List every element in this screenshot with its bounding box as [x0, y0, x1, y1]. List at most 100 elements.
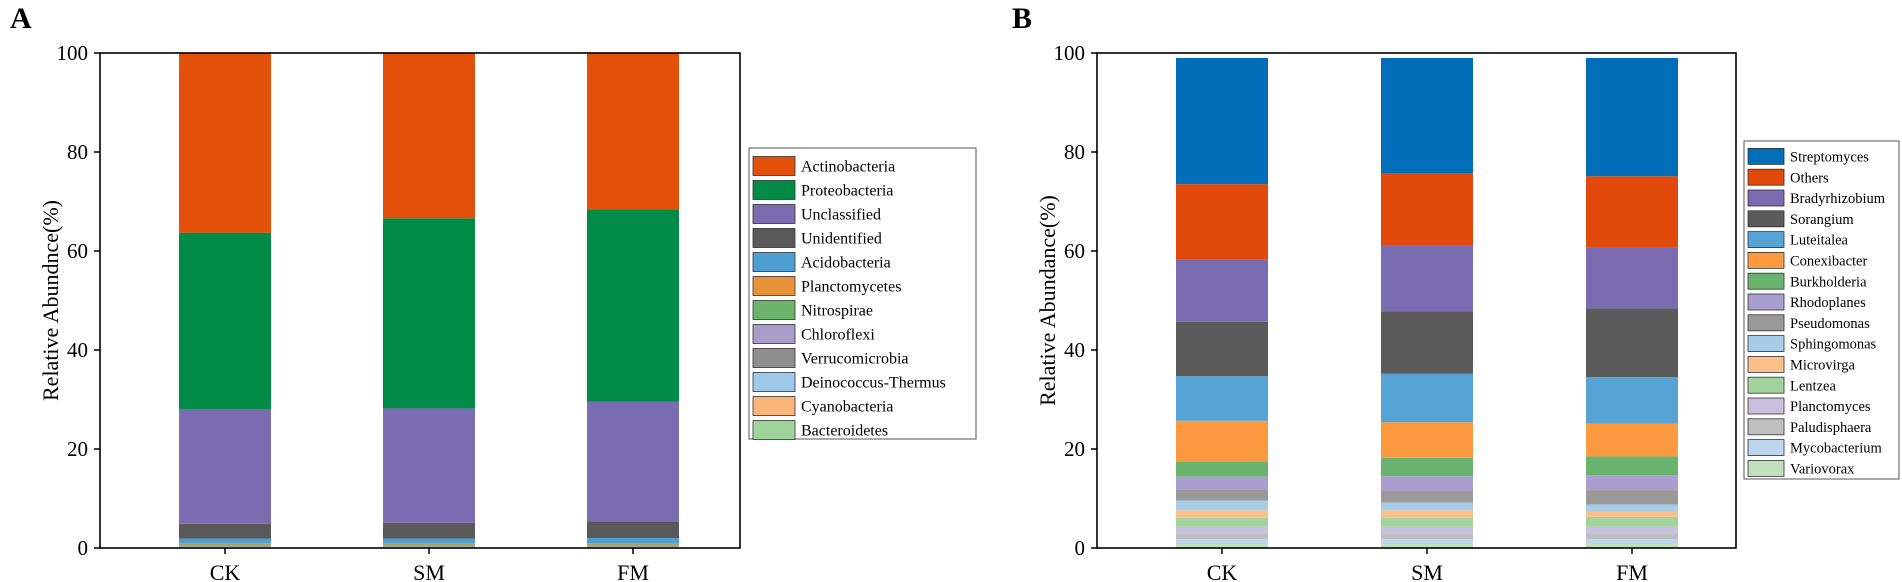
- bar-segment-variovorax: [1586, 544, 1678, 548]
- bar-segment-unclassified: [587, 401, 679, 522]
- legend-label: Proteobacteria: [801, 183, 893, 200]
- bar-segment-conexibacter: [1176, 420, 1268, 462]
- bar-segment-pseudomonas: [1586, 490, 1678, 505]
- bar-segment-actinobacteria: [383, 53, 475, 219]
- bar-segment-pseudomonas: [1381, 491, 1473, 503]
- bar-segment-microvirga: [1176, 510, 1268, 518]
- bar-segment-planctomyces: [1586, 526, 1678, 534]
- bar-segment-others: [1586, 176, 1678, 248]
- plot-frame: [99, 52, 741, 549]
- legend-label: Nitrospirae: [801, 303, 873, 320]
- y-tick-label: 100: [57, 41, 89, 65]
- legend-swatch: [1747, 189, 1785, 207]
- bar-segment-luteitalea: [1381, 373, 1473, 423]
- bar-segment-actinobacteria: [587, 53, 679, 210]
- bar-stack-sm: [1381, 57, 1473, 548]
- bar-segment-sorangium: [1586, 308, 1678, 378]
- bar-segment-conexibacter: [1381, 422, 1473, 458]
- legend-swatch: [1747, 355, 1785, 373]
- legend-label: Sorangium: [1790, 212, 1854, 228]
- bar-segment-proteobacteria: [383, 218, 475, 409]
- legend-swatch: [752, 228, 796, 248]
- bar-segment-rhodoplanes: [1176, 476, 1268, 490]
- legend-swatch: [752, 252, 796, 272]
- y-tick-label: 0: [1075, 536, 1086, 560]
- bar-stack-ck: [1176, 57, 1268, 548]
- x-tick-label: SM: [1411, 560, 1443, 582]
- legend-label: Bacteroidetes: [801, 423, 888, 440]
- y-axis-label: Relative Abundance(%): [1035, 195, 1060, 406]
- legend-label: Others: [1790, 170, 1829, 186]
- bar-segment-unidentified: [587, 521, 679, 539]
- legend-label: Deinococcus-Thermus: [801, 375, 946, 392]
- bar-segment-planctomyces: [1176, 526, 1268, 534]
- legend: Actinobacteria Proteobacteria Unclassified…: [748, 147, 977, 440]
- bar-segment-rhodoplanes: [1586, 475, 1678, 491]
- bar-segment-others: [1176, 184, 1268, 260]
- legend-label: Cyanobacteria: [801, 399, 893, 416]
- legend-swatch: [1747, 418, 1785, 436]
- bar-segment-mycobacterium: [1586, 539, 1678, 545]
- x-tick-label: CK: [1207, 560, 1238, 582]
- bar-segment-burkholderia: [1381, 457, 1473, 477]
- bar-segment-conexibacter: [1586, 423, 1678, 457]
- bar-segment-unclassified: [179, 409, 271, 524]
- legend-label: Unclassified: [801, 207, 881, 224]
- legend-label: Verrucomicrobia: [801, 351, 909, 368]
- legend-swatch: [752, 420, 796, 440]
- bar-segment-streptomyces: [1176, 57, 1268, 185]
- bar-segment-mycobacterium: [1176, 539, 1268, 545]
- bar-segment-lentzea: [1381, 517, 1473, 527]
- panel-label: A: [10, 2, 32, 35]
- legend-label: Sphingomonas: [1790, 337, 1877, 353]
- bar-segment-nitrospirae: [179, 544, 271, 546]
- legend-label: Mycobacterium: [1790, 441, 1883, 457]
- bar-segment-bradyrhizobium: [1381, 245, 1473, 312]
- y-axis-label: Relative Abundnce(%): [38, 200, 63, 401]
- bar-segment-variovorax: [1176, 544, 1268, 548]
- bar-segment-bradyrhizobium: [1586, 247, 1678, 309]
- legend-swatch: [1747, 210, 1785, 228]
- legend-swatch: [1747, 293, 1785, 311]
- bar-segment-nitrospirae: [587, 544, 679, 546]
- y-tick-label: 100: [1054, 41, 1086, 65]
- bar-segment-lentzea: [1176, 517, 1268, 527]
- y-tick-label: 40: [67, 338, 88, 362]
- legend-label: Acidobacteria: [801, 255, 891, 272]
- bar-segment-luteitalea: [1176, 376, 1268, 421]
- legend-swatch: [1747, 147, 1785, 165]
- bar-segment-burkholderia: [1176, 461, 1268, 477]
- bar-segment-sphingomonas: [1381, 502, 1473, 511]
- legend-label: Pseudomonas: [1790, 316, 1870, 332]
- panel-label: B: [1012, 2, 1032, 35]
- legend-swatch: [752, 300, 796, 320]
- x-tick-label: FM: [617, 560, 649, 582]
- bar-segment-pseudomonas: [1176, 489, 1268, 501]
- bar-segment-actinobacteria: [179, 53, 271, 233]
- legend-swatch: [752, 324, 796, 344]
- bar-segment-others: [1381, 173, 1473, 246]
- bar-segment-unidentified: [383, 522, 475, 539]
- bar-segment-planctomycetes: [383, 543, 475, 545]
- legend-swatch: [1747, 272, 1785, 290]
- legend-label: Actinobacteria: [801, 159, 895, 176]
- bar-segment-paludisphaera: [1381, 533, 1473, 540]
- bar-stack-ck: [179, 53, 271, 548]
- legend-swatch: [752, 156, 796, 176]
- bar-segment-unidentified: [179, 523, 271, 539]
- bar-segment-paludisphaera: [1176, 533, 1268, 540]
- legend-swatch: [1747, 376, 1785, 394]
- bar-segment-streptomyces: [1586, 57, 1678, 177]
- legend: Streptomyces Others Bradyrhizobium Sorangiu…: [1743, 140, 1900, 480]
- bar-segment-nitrospirae: [383, 544, 475, 546]
- bar-segment-microvirga: [1586, 511, 1678, 517]
- legend-label: Chloroflexi: [801, 327, 875, 344]
- chart-panel-a: A CK SM FM 0 20 40 60 80 100 Relative Abundnce(%) A…: [10, 2, 977, 582]
- x-tick-label: FM: [1616, 560, 1648, 582]
- legend-swatch: [1747, 251, 1785, 269]
- legend-swatch: [1747, 397, 1785, 415]
- bar-segment-variovorax: [1381, 544, 1473, 548]
- legend-swatch: [1747, 314, 1785, 332]
- bar-segment-bradyrhizobium: [1176, 259, 1268, 322]
- bar-segment-acidobacteria: [179, 538, 271, 544]
